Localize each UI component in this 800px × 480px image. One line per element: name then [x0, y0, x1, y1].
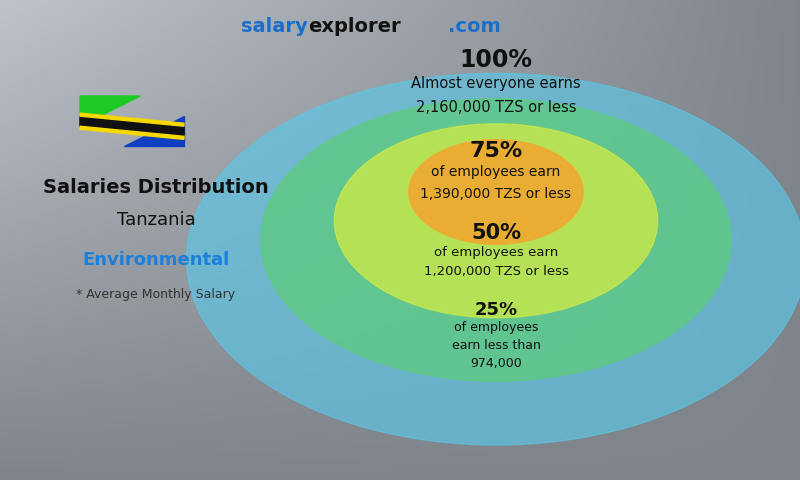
Polygon shape	[124, 116, 184, 146]
Text: 100%: 100%	[459, 48, 533, 72]
Text: Almost everyone earns: Almost everyone earns	[411, 76, 581, 91]
Text: 75%: 75%	[470, 141, 522, 161]
Text: of employees earn: of employees earn	[431, 166, 561, 180]
Text: 2,160,000 TZS or less: 2,160,000 TZS or less	[416, 100, 576, 115]
Text: .com: .com	[448, 17, 501, 36]
Circle shape	[334, 124, 658, 318]
Text: 1,200,000 TZS or less: 1,200,000 TZS or less	[423, 265, 569, 278]
Text: Environmental: Environmental	[82, 251, 230, 269]
Text: 25%: 25%	[474, 300, 518, 319]
Text: Tanzania: Tanzania	[117, 211, 195, 229]
Text: * Average Monthly Salary: * Average Monthly Salary	[77, 288, 235, 301]
Text: explorer: explorer	[308, 17, 401, 36]
Text: 50%: 50%	[471, 223, 521, 243]
Polygon shape	[80, 96, 140, 126]
Text: of employees: of employees	[454, 321, 538, 334]
Polygon shape	[80, 126, 184, 139]
Circle shape	[186, 73, 800, 445]
Text: earn less than: earn less than	[451, 339, 541, 352]
Text: Salaries Distribution: Salaries Distribution	[43, 178, 269, 197]
Text: salary: salary	[242, 17, 308, 36]
Polygon shape	[80, 115, 184, 136]
Polygon shape	[80, 113, 184, 126]
Circle shape	[409, 140, 583, 244]
Text: of employees earn: of employees earn	[434, 246, 558, 259]
Circle shape	[261, 99, 731, 381]
Text: 974,000: 974,000	[470, 357, 522, 370]
Text: 1,390,000 TZS or less: 1,390,000 TZS or less	[421, 187, 571, 201]
